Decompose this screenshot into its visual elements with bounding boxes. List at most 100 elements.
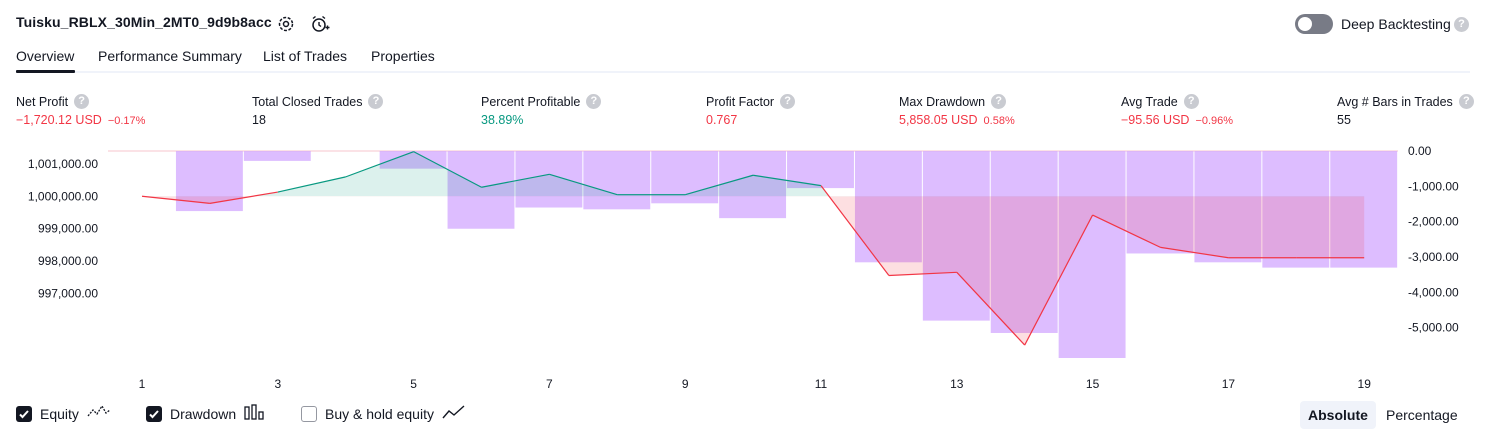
- equity-line-segment: [888, 271, 957, 277]
- drawdown-axis-tick-label: -1,000.00: [1408, 179, 1459, 193]
- drawdown-label: Drawdown: [170, 405, 237, 422]
- drawdown-bar: [719, 151, 787, 219]
- info-icon[interactable]: ?: [74, 94, 90, 109]
- metric-value-text: −1,720.12 USD: [16, 113, 102, 127]
- info-icon[interactable]: ?: [780, 94, 796, 109]
- equity-line-segment: [549, 173, 618, 196]
- tab-properties[interactable]: Properties: [371, 48, 435, 64]
- drawdown-bar: [1058, 151, 1126, 358]
- equity-axis-tick-label: 998,000.00: [38, 254, 98, 268]
- x-axis-tick-label: 7: [546, 377, 553, 391]
- info-icon[interactable]: ?: [991, 94, 1007, 109]
- tab-overview[interactable]: Overview: [16, 48, 75, 64]
- add-alert-icon[interactable]: [309, 13, 331, 35]
- percentage-button[interactable]: Percentage: [1386, 407, 1458, 423]
- metric-percent: −0.96%: [1195, 115, 1234, 127]
- equity-axis-tick-label: 999,000.00: [38, 222, 98, 236]
- equity-line-icon: [87, 404, 111, 423]
- metric-label-text: Total Closed Trades: [252, 94, 363, 109]
- metric-label-avg-trade: Avg Trade?: [1121, 94, 1199, 109]
- legend-drawdown[interactable]: Drawdown: [146, 404, 266, 423]
- metric-value-text: 0.767: [706, 113, 738, 127]
- equity-line-segment: [820, 185, 890, 276]
- buy-hold-label: Buy & hold equity: [325, 405, 434, 422]
- drawdown-bar: [447, 151, 515, 229]
- equity-line-segment: [481, 173, 550, 188]
- metric-value-text: −95.56 USD: [1121, 113, 1190, 127]
- active-tab-indicator: [16, 70, 75, 73]
- absolute-button[interactable]: Absolute: [1300, 401, 1376, 429]
- metric-value-text: 38.89%: [481, 113, 524, 127]
- tab-performance-summary[interactable]: Performance Summary: [98, 48, 242, 64]
- info-icon[interactable]: ?: [586, 94, 602, 109]
- equity-line-segment: [141, 195, 210, 204]
- metric-label-percent-profitable: Percent Profitable?: [481, 94, 602, 109]
- drawdown-bar: [854, 151, 922, 263]
- help-icon[interactable]: ?: [1454, 17, 1469, 32]
- metric-percent: 0.58%: [983, 115, 1015, 127]
- drawdown-axis-tick-label: -5,000.00: [1408, 321, 1459, 335]
- equity-line-segment: [1024, 214, 1094, 346]
- metric-value-profit-factor: 0.767: [706, 113, 737, 127]
- equity-axis-tick-label: 997,000.00: [38, 286, 98, 300]
- metric-value-avg-trade: −95.56 USD −0.96%: [1121, 113, 1233, 127]
- metric-label-avg-bars-in-trades: Avg # Bars in Trades?: [1337, 94, 1474, 109]
- equity-line-segment: [753, 174, 822, 187]
- equity-axis-tick-label: 1,001,000.00: [28, 157, 98, 171]
- x-axis-tick-label: 19: [1358, 377, 1372, 391]
- equity-line-segment: [345, 151, 414, 178]
- drawdown-checkbox[interactable]: [146, 405, 162, 422]
- legend-buy-hold[interactable]: Buy & hold equity: [301, 404, 466, 423]
- drawdown-bars-icon: [244, 404, 266, 423]
- metric-label-text: Avg Trade: [1121, 94, 1178, 109]
- metric-label-text: Percent Profitable: [481, 94, 581, 109]
- info-icon[interactable]: ?: [368, 94, 384, 109]
- metric-value-net-profit: −1,720.12 USD −0.17%: [16, 113, 145, 127]
- equity-line-segment: [413, 151, 482, 188]
- metric-label-text: Max Drawdown: [899, 94, 986, 109]
- equity-profit-area: [142, 151, 1365, 197]
- equity-label: Equity: [40, 405, 79, 422]
- tab-list-of-trades[interactable]: List of Trades: [263, 48, 348, 64]
- metric-label-max-drawdown: Max Drawdown?: [899, 94, 1007, 109]
- metric-label-total-closed-trades: Total Closed Trades?: [252, 94, 384, 109]
- x-axis-tick-label: 11: [815, 377, 828, 391]
- deep-backtesting-toggle[interactable]: [1295, 14, 1333, 34]
- metric-value-percent-profitable: 38.89%: [481, 113, 523, 127]
- drawdown-bar: [1330, 151, 1398, 268]
- equity-drawdown-chart[interactable]: 1,001,000.00 1,000,000.00 999,000.00 998,00…: [0, 0, 1486, 400]
- metric-label-profit-factor: Profit Factor?: [706, 94, 796, 109]
- drawdown-bar: [1262, 151, 1330, 268]
- info-icon[interactable]: ?: [1183, 94, 1199, 109]
- equity-axis-tick-label: 1,000,000.00: [28, 189, 98, 203]
- equity-line-segment: [277, 176, 346, 193]
- metric-value-text: 55: [1337, 113, 1351, 127]
- x-axis-tick-label: 3: [274, 377, 281, 391]
- metric-percent: −0.17%: [107, 115, 146, 127]
- strategy-title: Tuisku_RBLX_30Min_2MT0_9d9b8acc: [16, 14, 272, 30]
- x-axis-tick-label: 15: [1086, 377, 1100, 391]
- x-axis-tick-label: 5: [410, 377, 417, 391]
- deep-backtesting-label: Deep Backtesting: [1341, 16, 1451, 32]
- drawdown-bar: [515, 151, 583, 208]
- equity-checkbox[interactable]: [16, 405, 32, 422]
- tab-divider: [16, 71, 1470, 73]
- drawdown-bar: [243, 151, 311, 161]
- x-axis-tick-label: 13: [950, 377, 964, 391]
- drawdown-axis-tick-label: -3,000.00: [1408, 250, 1459, 264]
- legend-equity[interactable]: Equity: [16, 404, 111, 423]
- metric-value-max-drawdown: 5,858.05 USD 0.58%: [899, 113, 1015, 127]
- buy-hold-checkbox[interactable]: [301, 405, 317, 422]
- drawdown-axis-tick-label: -2,000.00: [1408, 215, 1459, 229]
- info-icon[interactable]: ?: [1458, 94, 1474, 109]
- equity-line-segment: [685, 174, 754, 196]
- x-axis-tick-label: 17: [1222, 377, 1236, 391]
- equity-loss-area: [142, 196, 1365, 346]
- settings-gear-icon[interactable]: [275, 13, 297, 35]
- equity-line-segment: [209, 191, 278, 204]
- toggle-knob: [1298, 17, 1312, 31]
- x-axis-tick-label: 9: [682, 377, 689, 391]
- metric-label-text: Avg # Bars in Trades: [1337, 94, 1453, 109]
- metric-value-text: 5,858.05 USD: [899, 113, 978, 127]
- drawdown-bar: [583, 151, 651, 210]
